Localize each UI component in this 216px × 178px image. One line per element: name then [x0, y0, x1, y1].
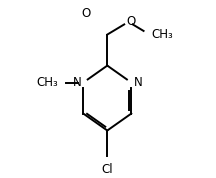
Text: CH₃: CH₃: [36, 76, 58, 89]
Text: N: N: [72, 76, 81, 89]
Text: Cl: Cl: [102, 163, 113, 176]
Text: CH₃: CH₃: [151, 28, 173, 41]
Text: O: O: [126, 15, 135, 28]
Text: N: N: [133, 76, 142, 89]
Text: O: O: [81, 7, 91, 20]
